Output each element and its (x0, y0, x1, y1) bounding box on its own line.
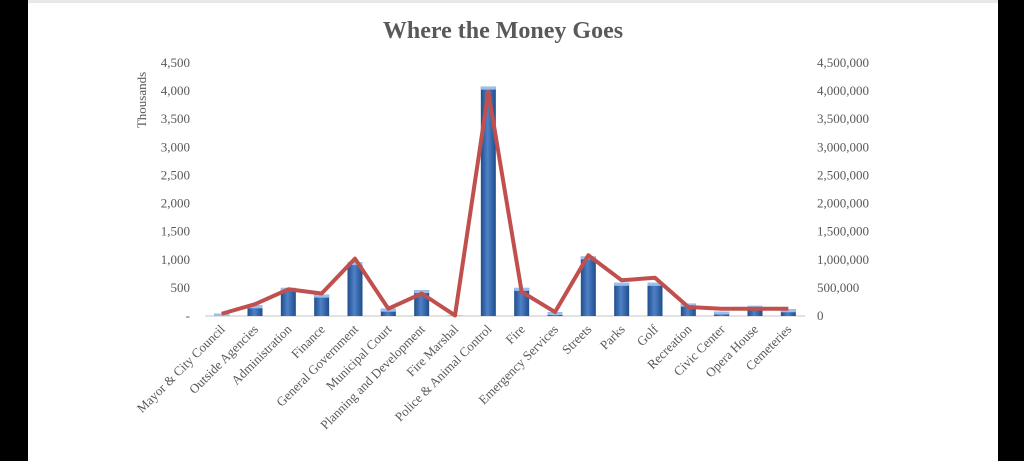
y-tick-label: 500 (171, 280, 191, 295)
y-right-tick-label: 4,500,000 (817, 55, 869, 70)
y-tick-label: 4,000 (161, 83, 190, 98)
y-right-tick-label: 4,000,000 (817, 83, 869, 98)
chart-page: Where the Money Goes Thousands - 500 1,000… (28, 0, 998, 461)
y-right-tick-label: 2,000,000 (817, 196, 869, 211)
bar (280, 287, 296, 316)
x-category-label: Golf (634, 321, 662, 349)
bar (380, 308, 396, 316)
bar-cap (247, 305, 263, 309)
y-right-tick-label: 2,500,000 (817, 167, 869, 182)
x-category-label: Streets (559, 322, 595, 358)
y-tick-label: 4,500 (161, 55, 190, 70)
y-right-tick-label: 500,000 (817, 280, 859, 295)
y-tick-label: 1,500 (161, 224, 190, 239)
bar (347, 262, 363, 316)
chart-title: Where the Money Goes (383, 18, 623, 44)
y-right-tick-label: 1,500,000 (817, 224, 869, 239)
bar (614, 282, 630, 316)
bar-cap (614, 282, 630, 286)
y-tick-label: 2,500 (161, 167, 190, 182)
y-right-tick-label: 3,500,000 (817, 111, 869, 126)
x-category-label: Fire (502, 321, 528, 347)
y-tick-label: 3,000 (161, 139, 190, 154)
bar-cap (314, 294, 330, 298)
bar (314, 294, 330, 316)
line-series (221, 89, 789, 318)
y-axis-label: Thousands (134, 72, 149, 128)
y-tick-label: 1,000 (161, 252, 190, 267)
bar (647, 282, 663, 316)
y-right-tick-label: 0 (817, 308, 824, 323)
y-tick-label: - (186, 308, 190, 323)
bar-cap (347, 262, 363, 266)
bar (480, 86, 496, 316)
bar (747, 305, 763, 316)
bar-cap (780, 309, 796, 313)
chart: Where the Money Goes Thousands - 500 1,000… (134, 18, 869, 432)
bar-cap (480, 86, 496, 90)
y-right-tick-label: 3,000,000 (817, 139, 869, 154)
bar-cap (214, 313, 230, 316)
bar (580, 256, 596, 316)
y-right-tick-label: 1,000,000 (817, 252, 869, 267)
bar-cap (647, 282, 663, 286)
x-category-label: Parks (597, 322, 628, 353)
bar (780, 309, 796, 316)
y-tick-label: 2,000 (161, 196, 190, 211)
top-band (28, 0, 998, 3)
bar-cap (714, 311, 730, 315)
bar (247, 305, 263, 316)
y-tick-label: 3,500 (161, 111, 190, 126)
